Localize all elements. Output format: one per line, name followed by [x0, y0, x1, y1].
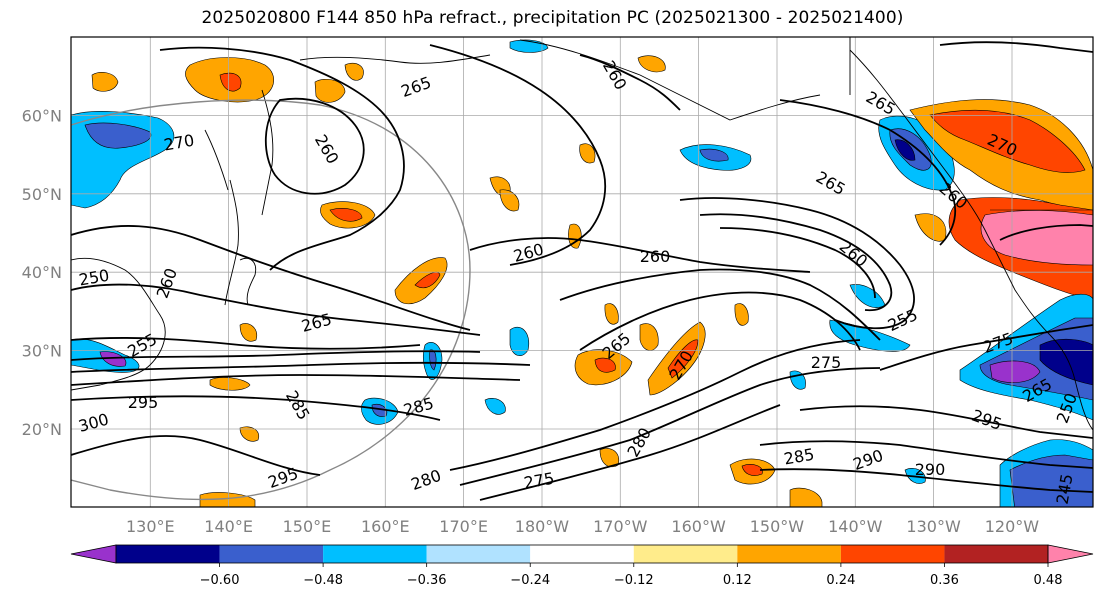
map-title: 2025020800 F144 850 hPa refract., precip…: [201, 8, 904, 28]
colorbar-segment: [840, 545, 945, 563]
longitude-label: 140°W: [828, 517, 883, 536]
colorbar-tick-label: 0.48: [1034, 573, 1063, 588]
contour-label: 295: [128, 393, 159, 412]
longitude-label: 130°W: [906, 517, 961, 536]
latitude-label: 50°N: [22, 185, 62, 204]
refractivity-contours: [71, 41, 1093, 501]
colorbar-segment: [530, 545, 634, 563]
colorbar-segment: [323, 545, 427, 563]
latitude-labels: 60°N 50°N 40°N 30°N 20°N: [22, 106, 62, 439]
great-circle-arc: [71, 99, 471, 501]
colorbar-tick-label: 0.12: [723, 573, 752, 588]
colorbar: −0.60 −0.48 −0.36 −0.24 −0.12 0.12 0.24 0.36 0.4…: [70, 544, 1094, 588]
latitude-label: 20°N: [22, 420, 62, 439]
precip-shading: [71, 39, 1093, 507]
latitude-label: 40°N: [22, 263, 62, 282]
longitude-label: 120°W: [985, 517, 1040, 536]
longitude-label: 180°W: [515, 517, 570, 536]
colorbar-segment: [944, 545, 1048, 563]
longitude-label: 170°W: [593, 517, 648, 536]
longitude-label: 130°E: [126, 517, 175, 536]
colorbar-tick-label: −0.24: [510, 573, 550, 588]
contour-label: 275: [811, 353, 842, 372]
colorbar-segment: [426, 545, 531, 563]
longitude-label: 140°E: [204, 517, 253, 536]
longitude-label: 150°W: [750, 517, 805, 536]
colorbar-segment: [737, 545, 841, 563]
colorbar-border: [115, 544, 1049, 564]
colorbar-tick-label: −0.12: [614, 573, 654, 588]
latitude-label: 60°N: [22, 106, 62, 125]
latitude-label: 30°N: [22, 342, 62, 361]
longitude-label: 160°E: [361, 517, 410, 536]
longitude-labels: 130°E 140°E 150°E 160°E 170°E 180°W 170°W 160°W…: [126, 517, 1039, 536]
colorbar-tick-label: 0.24: [826, 573, 855, 588]
map-frame: [70, 36, 1094, 508]
contour-label: 290: [915, 460, 946, 479]
colorbar-tick-label: −0.48: [303, 573, 343, 588]
colorbar-tick-label: 0.36: [930, 573, 959, 588]
colorbar-segment: [116, 545, 220, 563]
colorbar-extend-high: [1047, 544, 1094, 564]
longitude-label: 170°E: [439, 517, 488, 536]
colorbar-tick-label: −0.36: [407, 573, 447, 588]
graticule: [71, 37, 1093, 507]
longitude-label: 150°E: [283, 517, 332, 536]
colorbar-segment: [219, 545, 324, 563]
coastlines: [71, 37, 1093, 431]
contour-label: 260: [640, 247, 671, 266]
colorbar-tick-label: −0.60: [200, 573, 240, 588]
colorbar-segment: [633, 545, 738, 563]
colorbar-extend-low: [70, 544, 117, 564]
longitude-label: 160°W: [671, 517, 726, 536]
